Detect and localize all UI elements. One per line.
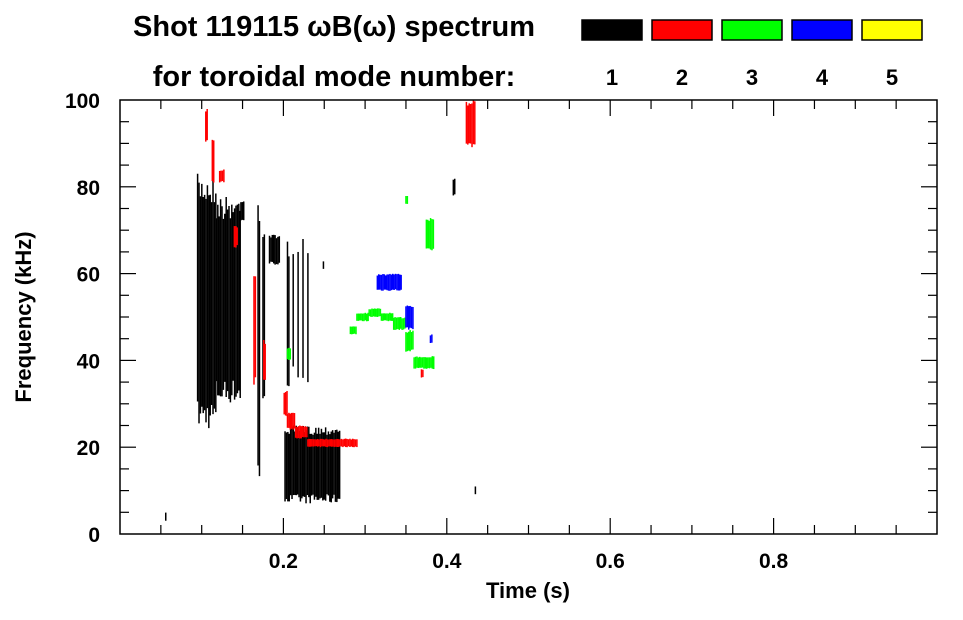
chart-title: Shot 119115 ωB(ω) spectrum xyxy=(133,11,535,43)
y-axis-label: Frequency (kHz) xyxy=(11,231,36,402)
y-tick-label: 100 xyxy=(65,90,100,113)
series-mode-2 xyxy=(205,100,476,448)
y-tick-label: 20 xyxy=(77,437,100,460)
axis-ticks: 0.2 0.4 0.6 0.8 0 20 40 60 80 100 xyxy=(65,90,937,573)
legend-label-mode-3: 3 xyxy=(746,65,758,90)
spectrum-marks xyxy=(165,100,477,521)
legend-swatch-mode-2 xyxy=(651,19,713,41)
x-tick-label: 0.6 xyxy=(596,550,625,573)
legend: 1 2 3 4 5 xyxy=(581,19,923,90)
y-tick-label: 40 xyxy=(77,350,100,373)
legend-swatch-mode-4 xyxy=(791,19,853,41)
legend-label-mode-5: 5 xyxy=(886,65,898,90)
y-tick-label: 60 xyxy=(77,264,100,287)
x-tick-label: 0.2 xyxy=(269,550,298,573)
x-tick-label: 0.8 xyxy=(759,550,789,573)
y-tick-label: 0 xyxy=(88,524,100,547)
legend-swatch-mode-3 xyxy=(721,19,783,41)
legend-swatch-mode-5 xyxy=(861,19,923,41)
legend-label-mode-4: 4 xyxy=(816,65,829,90)
x-tick-label: 0.4 xyxy=(432,550,462,573)
series-mode-3 xyxy=(286,196,435,370)
plot-frame xyxy=(119,99,938,535)
legend-label-mode-2: 2 xyxy=(676,65,688,90)
y-tick-label: 80 xyxy=(77,177,100,200)
legend-label-mode-1: 1 xyxy=(606,65,618,90)
x-axis-label: Time (s) xyxy=(486,578,570,603)
series-mode-4 xyxy=(376,273,433,344)
legend-swatch-mode-1 xyxy=(581,19,643,41)
chart-subtitle: for toroidal mode number: xyxy=(153,61,516,93)
